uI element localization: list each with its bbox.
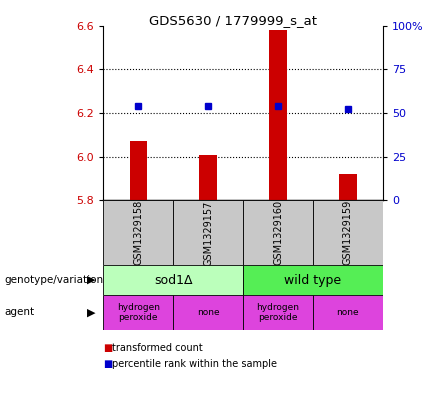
Text: sod1Δ: sod1Δ [154,274,193,286]
Bar [103,295,173,330]
Text: none: none [197,308,220,317]
Bar [313,295,383,330]
Text: GSM1329158: GSM1329158 [133,200,143,266]
Bar [173,200,243,265]
Bar [339,174,356,200]
Text: GSM1329160: GSM1329160 [273,200,283,265]
Bar [103,265,243,295]
Text: GDS5630 / 1779999_s_at: GDS5630 / 1779999_s_at [149,14,317,27]
Text: percentile rank within the sample: percentile rank within the sample [112,358,277,369]
Text: agent: agent [4,307,34,318]
Bar [243,200,313,265]
Bar [130,141,147,200]
Bar [269,30,287,200]
Text: hydrogen
peroxide: hydrogen peroxide [117,303,160,322]
Bar [243,265,383,295]
Bar [313,200,383,265]
Text: transformed count: transformed count [112,343,203,353]
Text: ■: ■ [103,343,113,353]
Text: ■: ■ [103,358,113,369]
Text: wild type: wild type [284,274,341,286]
Text: genotype/variation: genotype/variation [4,275,103,285]
Text: GSM1329159: GSM1329159 [343,200,353,266]
Bar [199,154,217,200]
Bar [103,200,173,265]
Bar [243,295,313,330]
Bar [173,295,243,330]
Text: GSM1329157: GSM1329157 [203,200,213,266]
Text: ▶: ▶ [88,275,96,285]
Text: hydrogen
peroxide: hydrogen peroxide [257,303,300,322]
Text: none: none [337,308,359,317]
Text: ▶: ▶ [88,307,96,318]
